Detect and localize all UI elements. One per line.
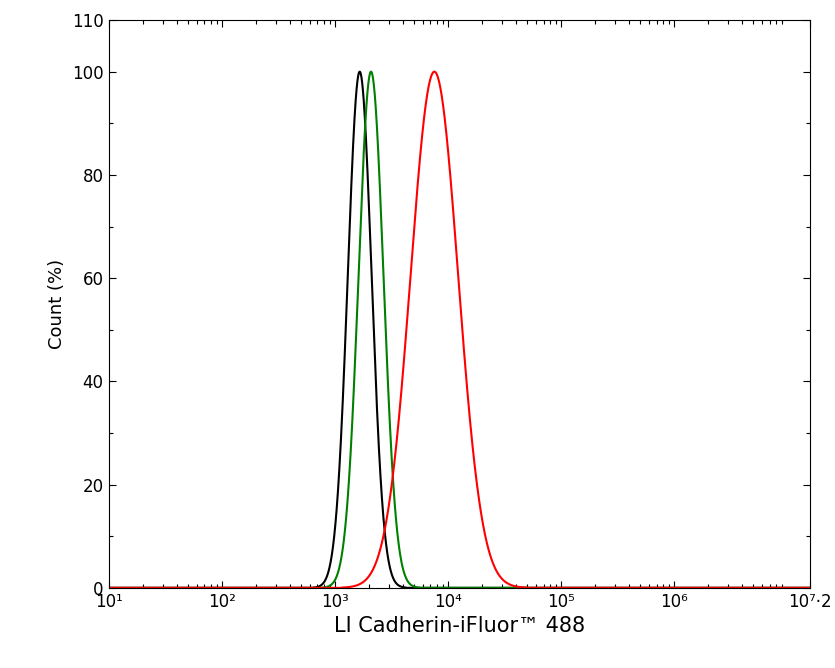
X-axis label: LI Cadherin-iFluor™ 488: LI Cadherin-iFluor™ 488 xyxy=(334,617,584,636)
Y-axis label: Count (%): Count (%) xyxy=(48,259,67,349)
